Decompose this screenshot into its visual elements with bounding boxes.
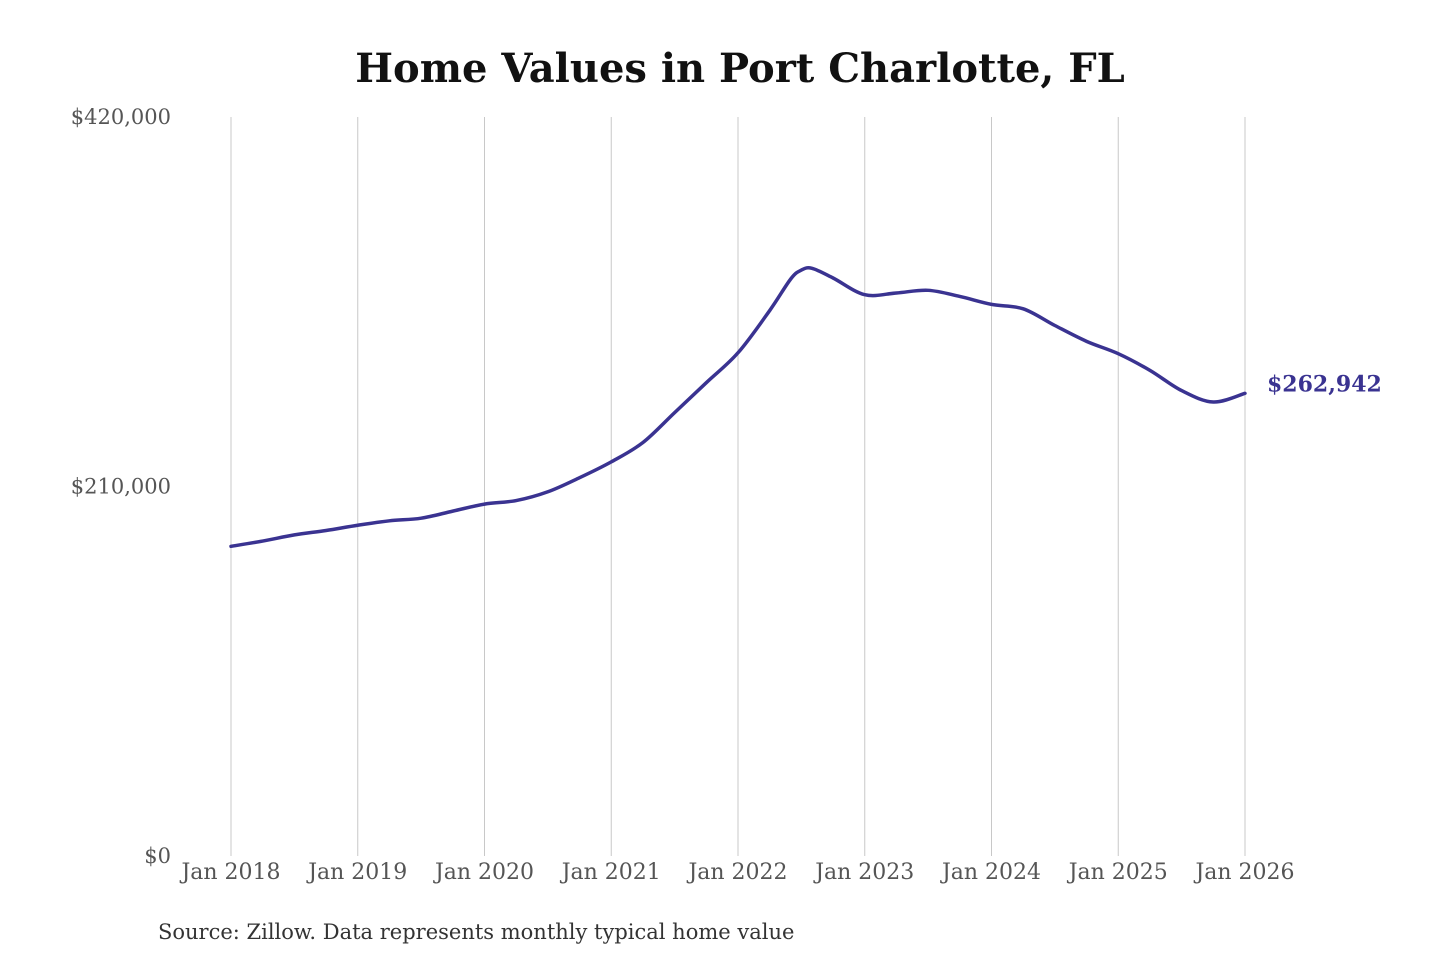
- x-tick-label: Jan 2018: [179, 860, 280, 885]
- x-tick-label: Jan 2023: [813, 860, 914, 885]
- x-axis: Jan 2018 Jan 2019 Jan 2020 Jan 2021 Jan 2022…: [179, 860, 1294, 885]
- x-gridlines: [230, 117, 1246, 856]
- x-tick-label: Jan 2022: [686, 860, 787, 885]
- series-layer: $262,942: [229, 266, 1382, 549]
- end-value-label: $262,942: [1267, 371, 1382, 397]
- x-tick-label: Jan 2021: [560, 860, 661, 885]
- y-axis: $420,000 $210,000 $0: [71, 105, 171, 868]
- y-tick-label: $420,000: [71, 105, 171, 129]
- x-tick-label: Jan 2025: [1067, 860, 1168, 885]
- x-tick-label: Jan 2024: [940, 860, 1041, 885]
- x-tick-label: Jan 2026: [1193, 860, 1294, 885]
- source-note: Source: Zillow. Data represents monthly …: [158, 920, 794, 944]
- chart-title: Home Values in Port Charlotte, FL: [355, 45, 1125, 92]
- series-line: [229, 266, 1247, 549]
- x-tick-label: Jan 2019: [306, 860, 407, 885]
- y-tick-label: $0: [144, 844, 171, 868]
- y-tick-label: $210,000: [71, 475, 171, 499]
- x-tick-label: Jan 2020: [433, 860, 534, 885]
